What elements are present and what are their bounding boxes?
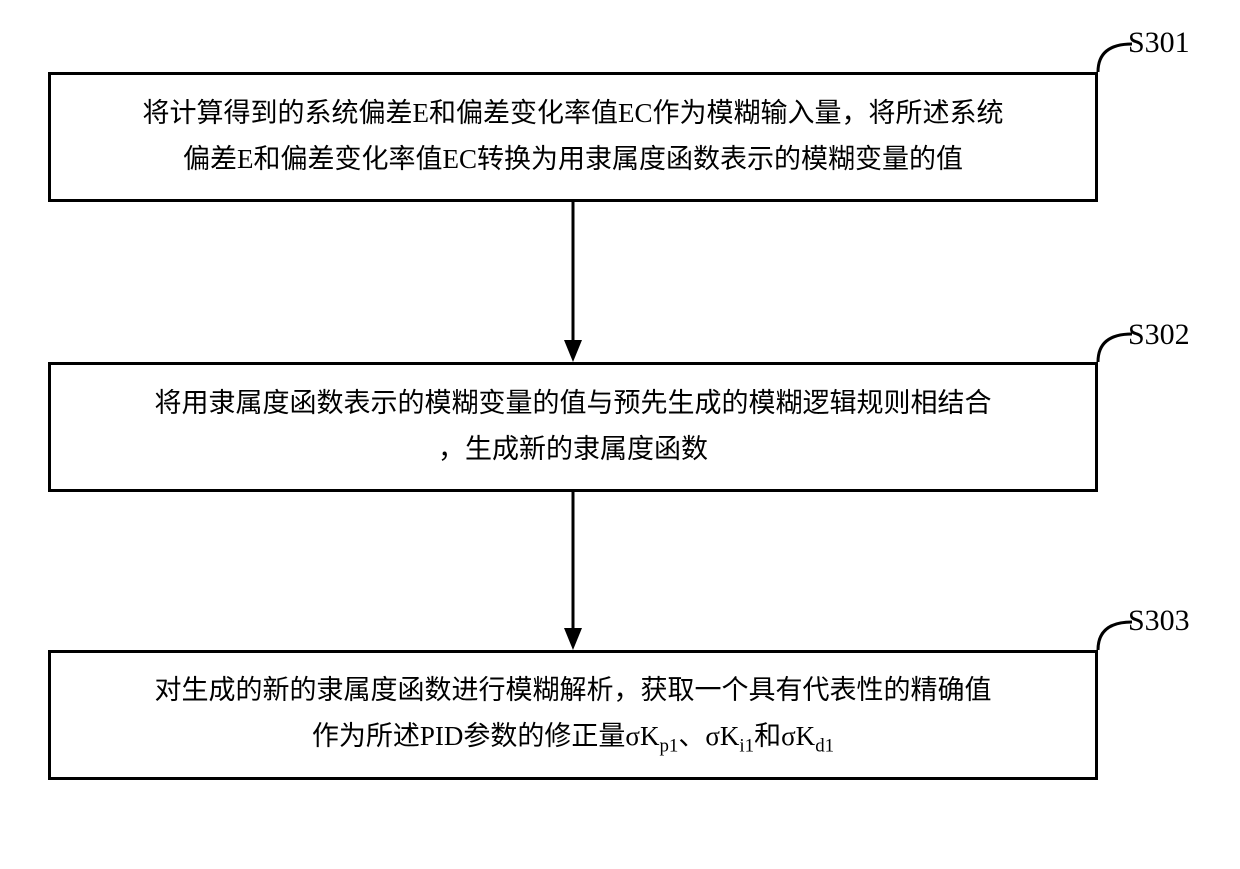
flow-box-text: 将计算得到的系统偏差E和偏差变化率值EC作为模糊输入量，将所述系统偏差E和偏差变… [71,91,1075,183]
callout-s302 [1092,328,1138,368]
callout-s303 [1092,616,1138,656]
flow-box-s302: 将用隶属度函数表示的模糊变量的值与预先生成的模糊逻辑规则相结合，生成新的隶属度函… [48,362,1098,492]
flow-box-s301: 将计算得到的系统偏差E和偏差变化率值EC作为模糊输入量，将所述系统偏差E和偏差变… [48,72,1098,202]
flow-box-text: 将用隶属度函数表示的模糊变量的值与预先生成的模糊逻辑规则相结合，生成新的隶属度函… [71,381,1075,473]
callout-s301 [1092,38,1138,78]
flow-box-s303: 对生成的新的隶属度函数进行模糊解析，获取一个具有代表性的精确值作为所述PID参数… [48,650,1098,780]
arrow-1 [553,200,593,364]
flow-box-text: 对生成的新的隶属度函数进行模糊解析，获取一个具有代表性的精确值作为所述PID参数… [71,668,1075,762]
arrow-2 [553,490,593,652]
